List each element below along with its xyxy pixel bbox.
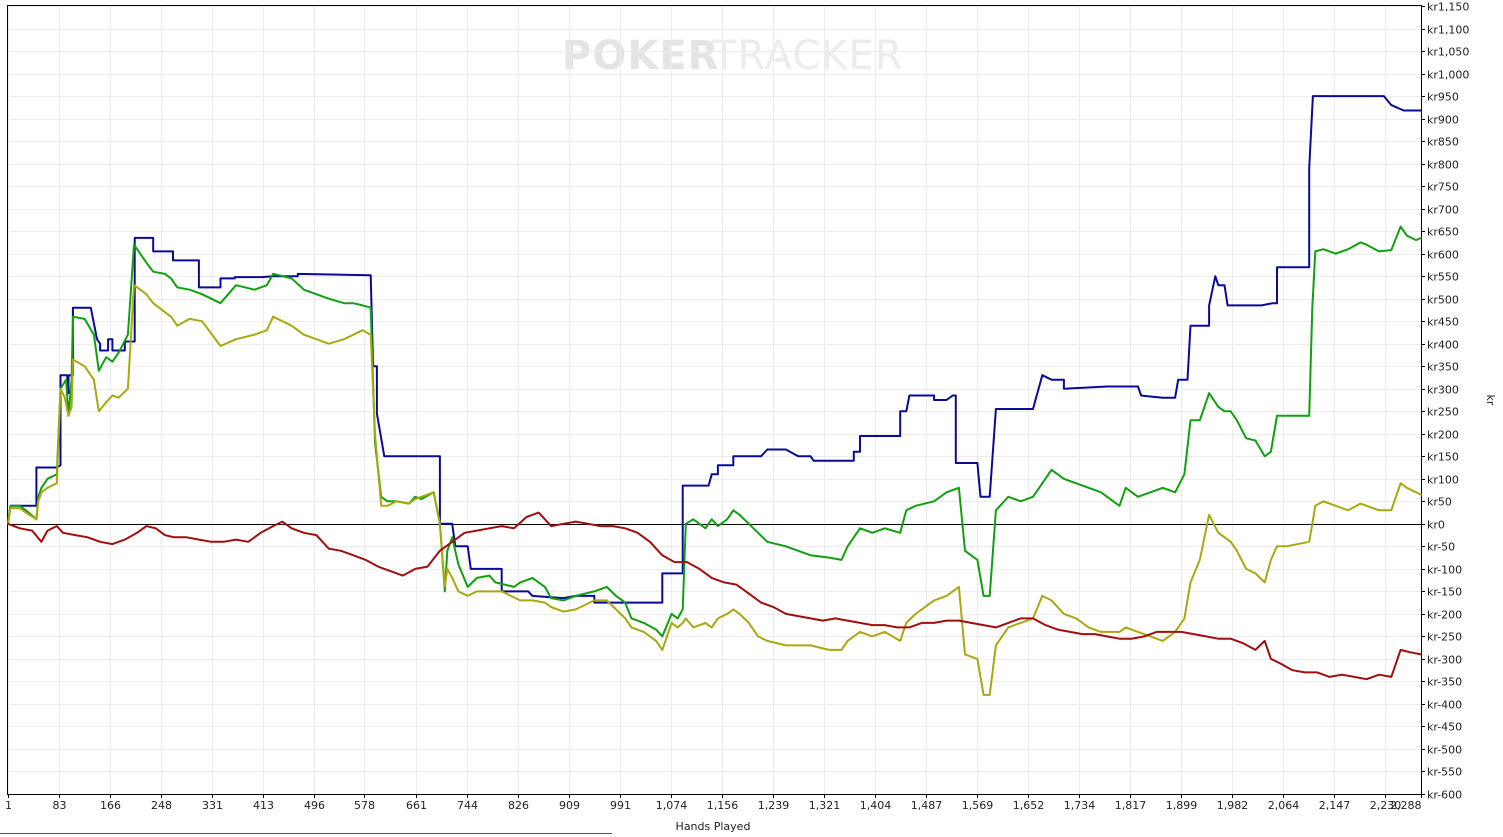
y-tick-label: kr900 bbox=[1427, 114, 1459, 127]
y-tick-label: kr-300 bbox=[1427, 654, 1462, 667]
x-tick-label: 1,487 bbox=[911, 799, 943, 812]
y-tick-label: kr-450 bbox=[1427, 721, 1462, 734]
x-tick-label: 1,569 bbox=[962, 799, 994, 812]
y-tick-label: kr850 bbox=[1427, 136, 1459, 149]
gridlines bbox=[8, 6, 1422, 795]
x-tick-label: 661 bbox=[406, 799, 427, 812]
x-tick-label: 2,064 bbox=[1268, 799, 1300, 812]
y-tick-label: kr-350 bbox=[1427, 676, 1462, 689]
x-tick-label: 2,288 bbox=[1390, 799, 1422, 812]
y-tick-label: kr250 bbox=[1427, 406, 1459, 419]
y-tick-label: kr-400 bbox=[1427, 699, 1462, 712]
x-tick-label: 496 bbox=[304, 799, 325, 812]
x-tick-label: 2,230 bbox=[1370, 799, 1402, 812]
x-tick-label: 991 bbox=[610, 799, 631, 812]
y-axis-title: kr bbox=[1484, 395, 1497, 406]
x-tick-label: 248 bbox=[151, 799, 172, 812]
y-tick-label: kr150 bbox=[1427, 451, 1459, 464]
x-tick-label: 166 bbox=[100, 799, 121, 812]
y-tick-label: kr600 bbox=[1427, 249, 1459, 262]
y-tick-label: kr400 bbox=[1427, 339, 1459, 352]
y-tick-label: kr50 bbox=[1427, 496, 1452, 509]
x-tick-label: 331 bbox=[202, 799, 223, 812]
x-tick-label: 1,982 bbox=[1217, 799, 1249, 812]
x-tick-label: 1,239 bbox=[758, 799, 790, 812]
x-tick-label: 1,321 bbox=[809, 799, 841, 812]
series-line-1 bbox=[7, 95, 1422, 604]
x-tick-label: 1,156 bbox=[707, 799, 739, 812]
x-tick-label: 1,734 bbox=[1064, 799, 1096, 812]
y-tick-label: kr1,150 bbox=[1427, 1, 1469, 14]
x-axis-ticks: 1 83 166 248 331 413 496 578 661 744 826 909 991 1,07… bbox=[5, 794, 1422, 812]
y-tick-label: kr-200 bbox=[1427, 609, 1462, 622]
y-tick-label: kr450 bbox=[1427, 316, 1459, 329]
x-axis-title: Hands Played bbox=[676, 820, 751, 833]
y-tick-label: kr-150 bbox=[1427, 586, 1462, 599]
series-line-4 bbox=[7, 511, 1422, 681]
y-tick-label: kr950 bbox=[1427, 91, 1459, 104]
y-tick-label: kr1,050 bbox=[1427, 46, 1469, 59]
y-tick-label: kr350 bbox=[1427, 361, 1459, 374]
y-tick-label: kr1,100 bbox=[1427, 24, 1469, 37]
x-tick-label: 1,074 bbox=[656, 799, 688, 812]
plot-frame bbox=[7, 5, 1422, 795]
series-line-2 bbox=[7, 225, 1422, 638]
y-tick-label: kr200 bbox=[1427, 429, 1459, 442]
x-tick-label: 2,147 bbox=[1319, 799, 1351, 812]
x-tick-label: 578 bbox=[354, 799, 375, 812]
x-tick-label: 1,652 bbox=[1013, 799, 1045, 812]
x-tick-label: 744 bbox=[457, 799, 478, 812]
y-tick-label: kr-600 bbox=[1427, 789, 1462, 802]
series-lines bbox=[7, 95, 1422, 696]
x-tick-label: 1,899 bbox=[1166, 799, 1198, 812]
pokertracker-watermark: POKER TRACKER bbox=[562, 33, 904, 79]
x-tick-label: 1 bbox=[5, 799, 12, 812]
y-tick-label: kr300 bbox=[1427, 384, 1459, 397]
bottom-rule bbox=[0, 833, 612, 834]
x-tick-label: 826 bbox=[508, 799, 529, 812]
watermark-brand-light: TRACKER bbox=[711, 33, 904, 79]
watermark-brand-main: POKER bbox=[562, 33, 719, 79]
y-tick-label: kr-100 bbox=[1427, 564, 1462, 577]
x-tick-label: 909 bbox=[559, 799, 580, 812]
x-tick-label: 1,817 bbox=[1115, 799, 1147, 812]
y-tick-label: kr750 bbox=[1427, 181, 1459, 194]
y-axis-ticks: kr1,150 kr1,100 kr1,050 kr1,000 kr950 kr900 kr… bbox=[1421, 1, 1469, 802]
x-tick-label: 1,404 bbox=[860, 799, 892, 812]
y-tick-label: kr-50 bbox=[1427, 541, 1455, 554]
x-tick-label: 83 bbox=[53, 799, 67, 812]
x-tick-label: 413 bbox=[253, 799, 274, 812]
y-tick-label: kr-550 bbox=[1427, 766, 1462, 779]
series-line-3 bbox=[7, 284, 1422, 696]
y-tick-label: kr0 bbox=[1427, 519, 1445, 532]
y-tick-label: kr1,000 bbox=[1427, 69, 1469, 82]
y-tick-label: kr500 bbox=[1427, 294, 1459, 307]
y-tick-label: kr100 bbox=[1427, 474, 1459, 487]
y-tick-label: kr550 bbox=[1427, 271, 1459, 284]
y-tick-label: kr-500 bbox=[1427, 744, 1462, 757]
y-tick-label: kr-250 bbox=[1427, 631, 1462, 644]
y-tick-label: kr650 bbox=[1427, 226, 1459, 239]
y-tick-label: kr800 bbox=[1427, 159, 1459, 172]
y-tick-label: kr700 bbox=[1427, 204, 1459, 217]
